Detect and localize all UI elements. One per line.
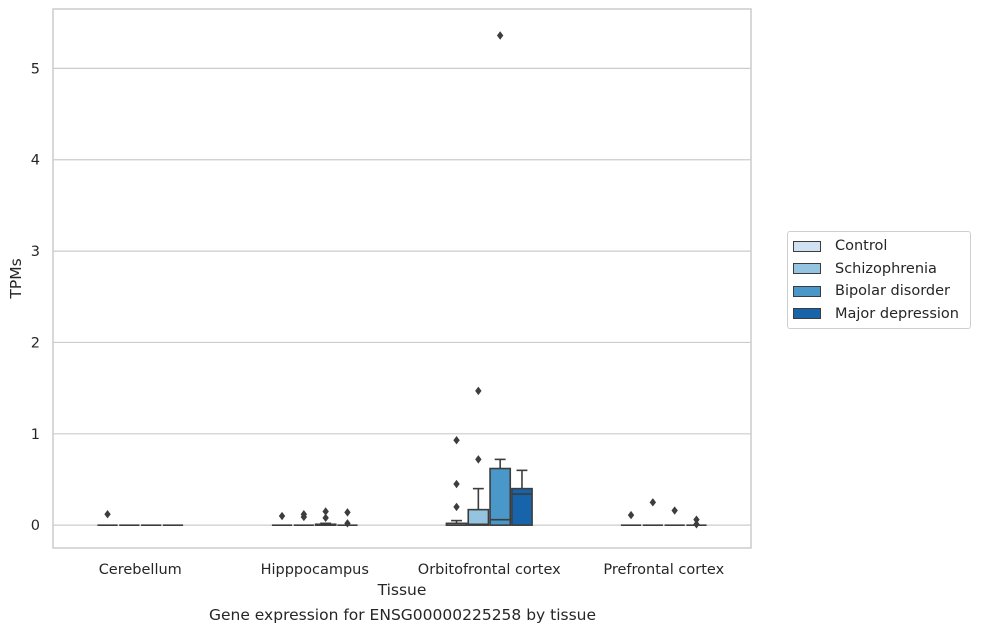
legend-swatch xyxy=(793,308,821,320)
x-axis-label: Tissue xyxy=(377,581,427,599)
y-axis-label: TPMs xyxy=(7,258,25,299)
y-tick-label: 2 xyxy=(31,335,40,351)
y-tick-label: 0 xyxy=(31,518,40,534)
box-bipolar-disorder xyxy=(489,31,512,526)
outlier-point xyxy=(693,515,700,524)
outlier-point xyxy=(322,507,329,516)
box-schizophrenia xyxy=(293,509,314,526)
outlier-point xyxy=(475,386,482,396)
box-schizophrenia xyxy=(467,386,490,526)
box-body xyxy=(511,487,533,526)
box-major-depression xyxy=(337,508,358,528)
box-control xyxy=(445,436,468,526)
y-tick-label: 1 xyxy=(31,427,40,443)
legend: Control Schizophrenia Bipolar disorder Majo… xyxy=(787,231,971,329)
legend-swatch xyxy=(793,263,821,275)
box-major-depression xyxy=(686,515,707,529)
axes: 0 1 2 3 4 5 Cerebellum Hipppocampus Orbitofronta… xyxy=(31,61,725,578)
outlier-point xyxy=(475,455,482,464)
y-tick-label: 3 xyxy=(31,244,40,260)
outlier-point xyxy=(693,520,700,529)
legend-swatch xyxy=(793,285,821,297)
outlier-point xyxy=(627,510,635,520)
outlier-point xyxy=(344,519,351,528)
outlier-point xyxy=(453,436,460,445)
box-bipolar-disorder xyxy=(664,506,685,526)
box-body xyxy=(467,508,490,526)
outlier-point xyxy=(453,502,460,512)
box-body xyxy=(489,467,512,526)
box-control xyxy=(271,511,293,526)
legend-label: Bipolar disorder xyxy=(835,283,950,300)
plot-frame xyxy=(52,8,752,549)
legend-item: Schizophrenia xyxy=(788,258,970,281)
outlier-point xyxy=(278,511,286,521)
outlier-point xyxy=(344,508,351,517)
box-bipolar-disorder xyxy=(314,507,337,526)
outlier-point xyxy=(322,513,329,523)
box-major-depression xyxy=(511,469,533,526)
box-control xyxy=(620,510,642,526)
box-plot-layer xyxy=(97,31,707,529)
y-tick-label: 4 xyxy=(31,153,40,169)
legend-label: Control xyxy=(835,238,888,255)
legend-label: Major depression xyxy=(835,305,959,322)
outlier-point xyxy=(453,479,460,489)
legend-swatch xyxy=(793,240,821,252)
box-control xyxy=(97,509,118,526)
y-tick-label: 5 xyxy=(31,61,40,77)
legend-item: Major depression xyxy=(788,303,970,326)
grid-lines xyxy=(53,67,751,526)
legend-item: Bipolar disorder xyxy=(788,280,970,303)
x-tick-label: Orbitofrontal cortex xyxy=(418,562,561,578)
chart-caption: Gene expression for ENSG00000225258 by t… xyxy=(208,606,597,624)
x-tick-label: Hipppocampus xyxy=(261,562,369,578)
box-schizophrenia xyxy=(642,498,663,526)
outlier-point xyxy=(649,498,657,507)
outlier-point xyxy=(104,509,111,519)
x-tick-label: Prefrontal cortex xyxy=(603,562,724,578)
legend-item: Control xyxy=(788,235,970,258)
outlier-point xyxy=(496,31,504,40)
legend-label: Schizophrenia xyxy=(835,260,937,277)
outlier-point xyxy=(300,509,308,519)
x-tick-label: Cerebellum xyxy=(99,562,182,578)
outlier-point xyxy=(671,506,678,515)
